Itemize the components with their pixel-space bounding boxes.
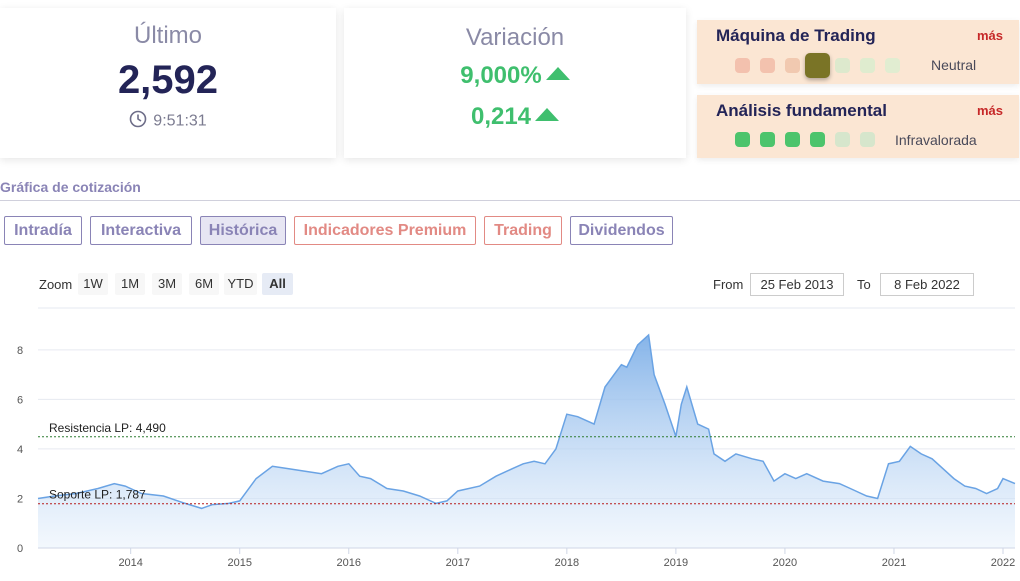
arrow-up-icon — [545, 67, 570, 81]
zoom-ytd-button[interactable]: YTD — [224, 273, 257, 295]
range-from-label: From — [713, 277, 744, 292]
x-tick-label: 2021 — [882, 557, 906, 569]
y-tick-label: 4 — [17, 444, 23, 456]
meter-dot — [735, 132, 750, 147]
trading-machine-box: Máquina de Trading más Neutral — [697, 20, 1019, 84]
fundamental-analysis-title: Análisis fundamental — [716, 101, 887, 120]
tab-trading[interactable]: Trading — [484, 216, 562, 245]
meter-dot — [760, 58, 775, 73]
x-tick-label: 2014 — [118, 557, 142, 569]
zoom-1m-button[interactable]: 1M — [115, 273, 145, 295]
fundamental-analysis-more-link[interactable]: más — [976, 103, 1003, 118]
zoom-label: Zoom — [39, 277, 73, 292]
trading-machine-title: Máquina de Trading — [716, 26, 876, 45]
resistance-label: Resistencia LP: 4,490 — [49, 421, 166, 435]
price-line — [37, 333, 1016, 510]
zoom-1w-button[interactable]: 1W — [78, 273, 108, 295]
support-label: Soporte LP: 1,787 — [49, 488, 146, 502]
range-to-input[interactable]: 8 Feb 2022 — [880, 273, 974, 296]
x-tick-label: 2022 — [991, 557, 1015, 569]
range-to-label: To — [857, 277, 871, 292]
arrow-up-icon — [535, 108, 560, 122]
y-tick-label: 2 — [17, 493, 23, 505]
meter-dot — [835, 132, 850, 147]
trading-machine-more-link[interactable]: más — [976, 28, 1003, 43]
tab-indicadores-premium[interactable]: Indicadores Premium — [294, 216, 476, 245]
x-tick-label: 2015 — [227, 557, 251, 569]
meter-dot — [805, 53, 830, 78]
last-price-time-row: 9:51:31 — [0, 110, 336, 133]
tab-historica[interactable]: Histórica — [200, 216, 286, 245]
x-tick-label: 2020 — [773, 557, 797, 569]
zoom-6m-button[interactable]: 6M — [189, 273, 219, 295]
clock-icon — [129, 110, 147, 133]
variation-absolute-row: 0,214 — [344, 103, 686, 131]
variation-card: Variación 9,000% 0,214 — [344, 8, 686, 158]
y-tick-label: 6 — [17, 394, 23, 406]
fundamental-analysis-box: Análisis fundamental más Infravalorada — [697, 95, 1019, 158]
x-tick-label: 2018 — [555, 557, 579, 569]
variation-absolute: 0,214 — [470, 103, 532, 130]
meter-dot — [785, 58, 800, 73]
fundamental-analysis-status: Infravalorada — [895, 132, 977, 148]
variation-percent-row: 9,000% — [344, 62, 686, 90]
meter-dot — [760, 132, 775, 147]
last-price-card: Último 2,592 9:51:31 — [0, 8, 336, 158]
meter-dot — [835, 58, 850, 73]
meter-dot — [735, 58, 750, 73]
last-price-value: 2,592 — [117, 58, 219, 102]
tab-interactiva[interactable]: Interactiva — [90, 216, 192, 245]
trading-machine-status: Neutral — [931, 57, 977, 73]
chart-y-axis: 0 2 4 6 8 — [17, 345, 23, 555]
y-tick-label: 0 — [17, 543, 23, 555]
price-area — [38, 335, 1015, 548]
section-divider — [0, 200, 1020, 201]
variation-percent: 9,000% — [460, 62, 542, 89]
variation-title: Variación — [465, 24, 565, 51]
chart-x-axis: 2014 2015 2016 2017 2018 2019 2020 2021 2022 — [118, 548, 1015, 569]
meter-dot — [810, 132, 825, 147]
tab-dividendos[interactable]: Dividendos — [570, 216, 673, 245]
zoom-all-button[interactable]: All — [262, 273, 293, 295]
section-title: Gráfica de cotización — [0, 179, 141, 195]
x-tick-label: 2016 — [337, 557, 361, 569]
meter-dot — [860, 58, 875, 73]
zoom-3m-button[interactable]: 3M — [152, 273, 182, 295]
meter-dot — [885, 58, 900, 73]
last-price-time: 9:51:31 — [153, 112, 207, 130]
x-tick-label: 2019 — [664, 557, 688, 569]
meter-dot — [860, 132, 875, 147]
x-tick-label: 2017 — [446, 557, 470, 569]
tab-intradia[interactable]: Intradía — [4, 216, 82, 245]
chart-annotations: Resistencia LP: 4,490 Soporte LP: 1,787 — [38, 421, 1015, 505]
price-history-chart[interactable]: 0 2 4 6 8 Resistencia LP: 4,490 Soporte LP: 1… — [0, 300, 1020, 581]
range-from-input[interactable]: 25 Feb 2013 — [750, 273, 844, 296]
last-price-title: Último — [133, 22, 202, 49]
y-tick-label: 8 — [17, 345, 23, 357]
meter-dot — [785, 132, 800, 147]
